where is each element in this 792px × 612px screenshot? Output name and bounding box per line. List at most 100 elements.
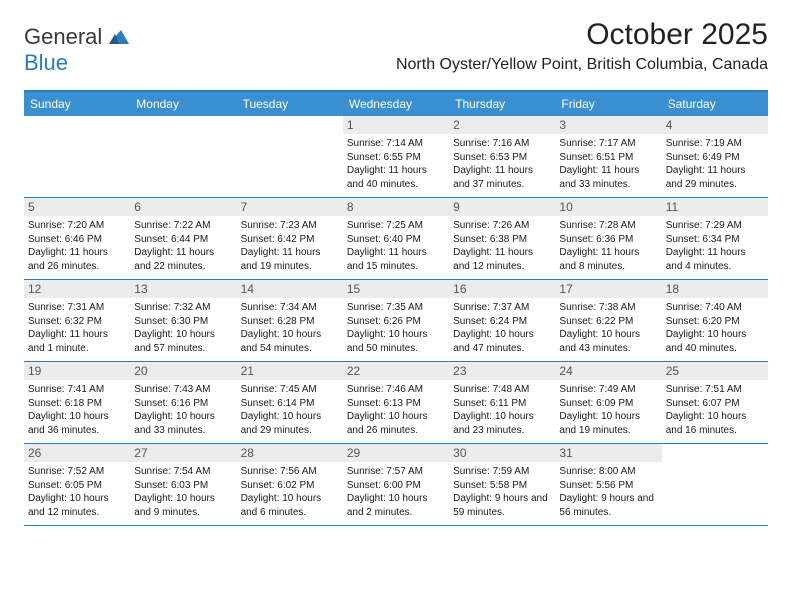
day-info: Sunrise: 7:26 AMSunset: 6:38 PMDaylight:… — [453, 219, 551, 273]
day-header: Sunday — [24, 92, 130, 116]
day-info: Sunrise: 7:32 AMSunset: 6:30 PMDaylight:… — [134, 301, 232, 355]
day-number — [130, 116, 236, 134]
daylight-text: Daylight: 10 hours and 29 minutes. — [241, 410, 339, 437]
day-number — [237, 116, 343, 134]
sunrise-text: Sunrise: 7:25 AM — [347, 219, 445, 233]
daylight-text: Daylight: 11 hours and 4 minutes. — [666, 246, 764, 273]
day-number: 3 — [555, 116, 661, 134]
day-info: Sunrise: 7:29 AMSunset: 6:34 PMDaylight:… — [666, 219, 764, 273]
sunset-text: Sunset: 6:16 PM — [134, 397, 232, 411]
sunrise-text: Sunrise: 7:49 AM — [559, 383, 657, 397]
daylight-text: Daylight: 10 hours and 50 minutes. — [347, 328, 445, 355]
day-number: 6 — [130, 198, 236, 216]
calendar-cell: 12Sunrise: 7:31 AMSunset: 6:32 PMDayligh… — [24, 280, 130, 361]
day-info: Sunrise: 7:46 AMSunset: 6:13 PMDaylight:… — [347, 383, 445, 437]
day-number: 2 — [449, 116, 555, 134]
sunset-text: Sunset: 6:13 PM — [347, 397, 445, 411]
sunrise-text: Sunrise: 7:22 AM — [134, 219, 232, 233]
day-number: 17 — [555, 280, 661, 298]
logo-text: General Blue — [24, 24, 129, 76]
sunset-text: Sunset: 6:09 PM — [559, 397, 657, 411]
sunrise-text: Sunrise: 7:41 AM — [28, 383, 126, 397]
day-header: Saturday — [662, 92, 768, 116]
logo-mark-icon — [109, 30, 129, 49]
logo-line2: Blue — [24, 50, 68, 75]
sunrise-text: Sunrise: 7:19 AM — [666, 137, 764, 151]
calendar-cell: 10Sunrise: 7:28 AMSunset: 6:36 PMDayligh… — [555, 198, 661, 279]
calendar-cell: 13 Sunrise: 7:32 AMSunset: 6:30 PMDayligh… — [130, 280, 236, 361]
sunset-text: Sunset: 6:11 PM — [453, 397, 551, 411]
sunset-text: Sunset: 6:30 PM — [134, 315, 232, 329]
sunset-text: Sunset: 5:56 PM — [559, 479, 657, 493]
day-header: Monday — [130, 92, 236, 116]
calendar-cell: 14Sunrise: 7:34 AMSunset: 6:28 PMDayligh… — [237, 280, 343, 361]
day-info: Sunrise: 7:22 AMSunset: 6:44 PMDaylight:… — [134, 219, 232, 273]
sunset-text: Sunset: 6:14 PM — [241, 397, 339, 411]
daylight-text: Daylight: 11 hours and 33 minutes. — [559, 164, 657, 191]
sunset-text: Sunset: 6:05 PM — [28, 479, 126, 493]
calendar-cell: 4Sunrise: 7:19 AMSunset: 6:49 PMDaylight… — [662, 116, 768, 197]
sunset-text: Sunset: 6:40 PM — [347, 233, 445, 247]
day-number: 1 — [343, 116, 449, 134]
calendar-cell: 28Sunrise: 7:56 AMSunset: 6:02 PMDayligh… — [237, 444, 343, 525]
week-row: 5Sunrise: 7:20 AMSunset: 6:46 PMDaylight… — [24, 198, 768, 280]
sunset-text: Sunset: 6:26 PM — [347, 315, 445, 329]
day-info: Sunrise: 7:14 AMSunset: 6:55 PMDaylight:… — [347, 137, 445, 191]
day-number: 23 — [449, 362, 555, 380]
day-number: 22 — [343, 362, 449, 380]
sunset-text: Sunset: 6:22 PM — [559, 315, 657, 329]
sunrise-text: Sunrise: 8:00 AM — [559, 465, 657, 479]
daylight-text: Daylight: 10 hours and 2 minutes. — [347, 492, 445, 519]
calendar-cell — [237, 116, 343, 197]
week-row: 19Sunrise: 7:41 AMSunset: 6:18 PMDayligh… — [24, 362, 768, 444]
calendar-cell: 2Sunrise: 7:16 AMSunset: 6:53 PMDaylight… — [449, 116, 555, 197]
calendar-cell: 8Sunrise: 7:25 AMSunset: 6:40 PMDaylight… — [343, 198, 449, 279]
calendar-cell: 15Sunrise: 7:35 AMSunset: 6:26 PMDayligh… — [343, 280, 449, 361]
calendar-cell: 31 Sunrise: 8:00 AMSunset: 5:56 PMDayligh… — [555, 444, 661, 525]
sunset-text: Sunset: 6:00 PM — [347, 479, 445, 493]
day-number: 12 — [24, 280, 130, 298]
daylight-text: Daylight: 11 hours and 19 minutes. — [241, 246, 339, 273]
sunset-text: Sunset: 6:32 PM — [28, 315, 126, 329]
day-number: 25 — [662, 362, 768, 380]
daylight-text: Daylight: 11 hours and 22 minutes. — [134, 246, 232, 273]
sunrise-text: Sunrise: 7:31 AM — [28, 301, 126, 315]
day-number: 13 — [130, 280, 236, 298]
day-info: Sunrise: 7:57 AMSunset: 6:00 PMDaylight:… — [347, 465, 445, 519]
daylight-text: Daylight: 10 hours and 43 minutes. — [559, 328, 657, 355]
sunset-text: Sunset: 6:28 PM — [241, 315, 339, 329]
calendar-cell: 25Sunrise: 7:51 AMSunset: 6:07 PMDayligh… — [662, 362, 768, 443]
sunrise-text: Sunrise: 7:51 AM — [666, 383, 764, 397]
day-number: 7 — [237, 198, 343, 216]
daylight-text: Daylight: 11 hours and 26 minutes. — [28, 246, 126, 273]
sunset-text: Sunset: 5:58 PM — [453, 479, 551, 493]
day-header: Thursday — [449, 92, 555, 116]
day-info: Sunrise: 7:54 AMSunset: 6:03 PMDaylight:… — [134, 465, 232, 519]
daylight-text: Daylight: 10 hours and 47 minutes. — [453, 328, 551, 355]
daylight-text: Daylight: 11 hours and 12 minutes. — [453, 246, 551, 273]
daylight-text: Daylight: 10 hours and 57 minutes. — [134, 328, 232, 355]
sunrise-text: Sunrise: 7:56 AM — [241, 465, 339, 479]
day-info: Sunrise: 7:28 AMSunset: 6:36 PMDaylight:… — [559, 219, 657, 273]
calendar-cell: 23Sunrise: 7:48 AMSunset: 6:11 PMDayligh… — [449, 362, 555, 443]
day-info: Sunrise: 7:37 AMSunset: 6:24 PMDaylight:… — [453, 301, 551, 355]
day-number: 31 — [555, 444, 661, 462]
day-number: 18 — [662, 280, 768, 298]
calendar: SundayMondayTuesdayWednesdayThursdayFrid… — [24, 90, 768, 526]
sunset-text: Sunset: 6:20 PM — [666, 315, 764, 329]
calendar-cell — [662, 444, 768, 525]
logo: General Blue — [24, 18, 129, 76]
header-block: General Blue October 2025 North Oyster/Y… — [24, 18, 768, 76]
calendar-cell: 17Sunrise: 7:38 AMSunset: 6:22 PMDayligh… — [555, 280, 661, 361]
daylight-text: Daylight: 10 hours and 6 minutes. — [241, 492, 339, 519]
day-header: Friday — [555, 92, 661, 116]
daylight-text: Daylight: 10 hours and 54 minutes. — [241, 328, 339, 355]
day-info: Sunrise: 7:43 AMSunset: 6:16 PMDaylight:… — [134, 383, 232, 437]
day-header: Tuesday — [237, 92, 343, 116]
calendar-cell: 1 Sunrise: 7:14 AMSunset: 6:55 PMDaylight… — [343, 116, 449, 197]
sunrise-text: Sunrise: 7:46 AM — [347, 383, 445, 397]
day-number: 20 — [130, 362, 236, 380]
day-info: Sunrise: 8:00 AMSunset: 5:56 PMDaylight:… — [559, 465, 657, 519]
page-title: October 2025 — [396, 18, 768, 52]
sunrise-text: Sunrise: 7:32 AM — [134, 301, 232, 315]
